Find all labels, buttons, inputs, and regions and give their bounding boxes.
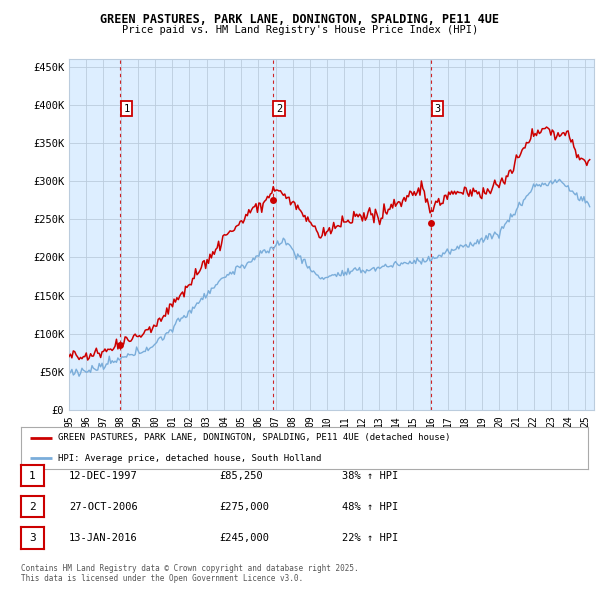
Text: £85,250: £85,250	[219, 471, 263, 480]
Text: 3: 3	[434, 104, 441, 114]
Text: 1: 1	[29, 471, 36, 480]
Text: GREEN PASTURES, PARK LANE, DONINGTON, SPALDING, PE11 4UE: GREEN PASTURES, PARK LANE, DONINGTON, SP…	[101, 13, 499, 26]
Text: 27-OCT-2006: 27-OCT-2006	[69, 502, 138, 512]
Text: £245,000: £245,000	[219, 533, 269, 543]
Text: 13-JAN-2016: 13-JAN-2016	[69, 533, 138, 543]
Text: £275,000: £275,000	[219, 502, 269, 512]
Text: 2: 2	[29, 502, 36, 512]
Text: 48% ↑ HPI: 48% ↑ HPI	[342, 502, 398, 512]
Text: GREEN PASTURES, PARK LANE, DONINGTON, SPALDING, PE11 4UE (detached house): GREEN PASTURES, PARK LANE, DONINGTON, SP…	[58, 433, 450, 442]
Text: 3: 3	[29, 533, 36, 543]
Text: 22% ↑ HPI: 22% ↑ HPI	[342, 533, 398, 543]
Text: 2: 2	[276, 104, 283, 114]
Text: Contains HM Land Registry data © Crown copyright and database right 2025.
This d: Contains HM Land Registry data © Crown c…	[21, 563, 359, 583]
Text: HPI: Average price, detached house, South Holland: HPI: Average price, detached house, Sout…	[58, 454, 321, 463]
Text: 38% ↑ HPI: 38% ↑ HPI	[342, 471, 398, 480]
Text: 1: 1	[123, 104, 130, 114]
Text: Price paid vs. HM Land Registry's House Price Index (HPI): Price paid vs. HM Land Registry's House …	[122, 25, 478, 35]
Text: 12-DEC-1997: 12-DEC-1997	[69, 471, 138, 480]
